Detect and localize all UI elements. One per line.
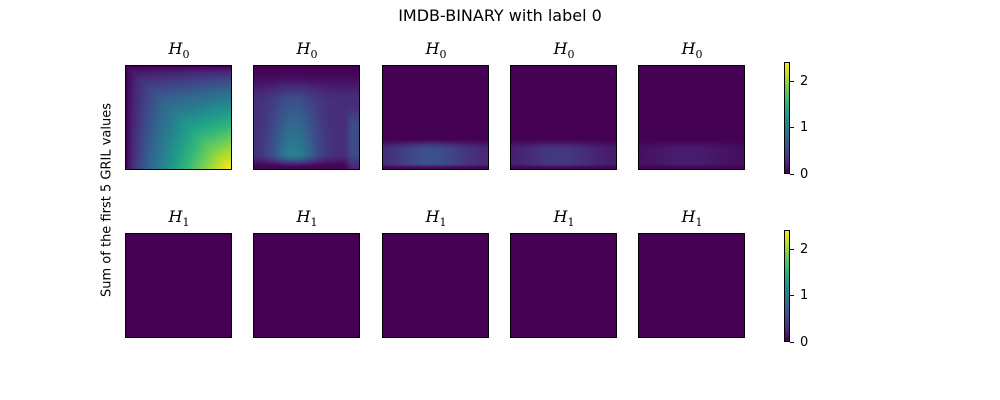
heatmap-cells — [383, 234, 488, 337]
heatmap-cells — [254, 234, 359, 337]
panel-title: H0 — [681, 39, 703, 62]
colorbar-tick — [790, 127, 794, 128]
heatmap-panel — [638, 233, 745, 338]
y-axis-label: Sum of the first 5 GRIL values — [99, 103, 115, 297]
colorbar — [784, 62, 790, 174]
colorbar-tick-label: 0 — [800, 335, 809, 350]
chart-title: IMDB-BINARY with label 0 — [398, 6, 602, 25]
heatmap-cells — [254, 66, 359, 169]
panel-title: H1 — [296, 207, 318, 230]
colorbar-tick — [790, 249, 794, 250]
heatmap-panel — [382, 233, 489, 338]
heatmap-panel — [510, 65, 617, 170]
colorbar-tick — [790, 81, 794, 82]
panel-title: H0 — [425, 39, 447, 62]
heatmap-cells — [126, 66, 231, 169]
heatmap-cells — [511, 66, 616, 169]
colorbar-tick-label: 2 — [800, 74, 809, 89]
heatmap-panel — [382, 65, 489, 170]
heatmap-panel — [510, 233, 617, 338]
colorbar-tick — [790, 174, 794, 175]
colorbar-tick-label: 0 — [800, 167, 809, 182]
panel-title: H1 — [681, 207, 703, 230]
heatmap-cells — [383, 66, 488, 169]
colorbar-tick-label: 1 — [800, 288, 809, 303]
colorbar-tick — [790, 342, 794, 343]
colorbar — [784, 230, 790, 342]
colorbar-tick-label: 2 — [800, 242, 809, 257]
heatmap-panel — [125, 233, 232, 338]
heatmap-panel — [125, 65, 232, 170]
panel-title: H1 — [425, 207, 447, 230]
heatmap-cells — [639, 234, 744, 337]
heatmap-panel — [253, 233, 360, 338]
panel-title: H1 — [553, 207, 575, 230]
heatmap-panel — [638, 65, 745, 170]
colorbar-tick — [790, 295, 794, 296]
heatmap-panel — [253, 65, 360, 170]
colorbar-tick-label: 1 — [800, 120, 809, 135]
heatmap-cells — [639, 66, 744, 169]
panel-title: H0 — [296, 39, 318, 62]
heatmap-cells — [126, 234, 231, 337]
panel-title: H0 — [553, 39, 575, 62]
panel-title: H1 — [168, 207, 190, 230]
heatmap-cells — [511, 234, 616, 337]
panel-title: H0 — [168, 39, 190, 62]
